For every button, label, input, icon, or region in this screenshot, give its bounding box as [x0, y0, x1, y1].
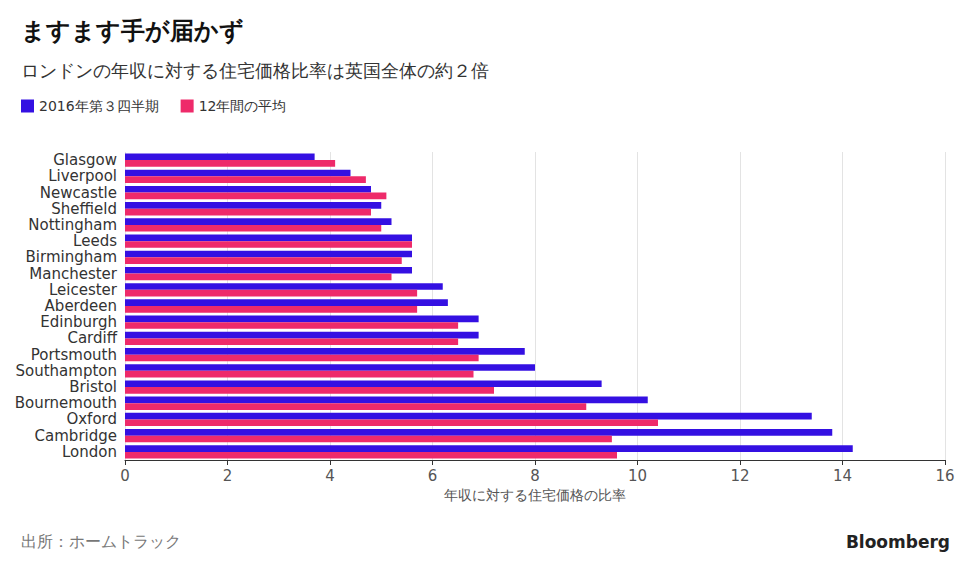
svg-text:8: 8 — [530, 467, 540, 485]
svg-text:Aberdeen: Aberdeen — [44, 297, 117, 315]
svg-text:Bloomberg: Bloomberg — [846, 532, 950, 552]
svg-text:Edinburgh: Edinburgh — [40, 313, 117, 332]
svg-text:Newcastle: Newcastle — [39, 183, 117, 202]
svg-text:Leicester: Leicester — [48, 280, 117, 299]
svg-text:ロンドンの年収に対する住宅価格比率は英国全体の約２倍: ロンドンの年収に対する住宅価格比率は英国全体の約２倍 — [21, 60, 489, 81]
svg-text:6: 6 — [428, 467, 438, 485]
svg-text:Cambridge: Cambridge — [34, 426, 117, 445]
svg-text:Southampton: Southampton — [15, 361, 117, 380]
svg-text:0: 0 — [120, 467, 130, 485]
svg-text:16: 16 — [935, 467, 954, 485]
svg-text:出所：ホームトラック: 出所：ホームトラック — [21, 532, 181, 551]
svg-text:Manchester: Manchester — [29, 264, 117, 283]
svg-text:London: London — [62, 443, 117, 461]
svg-text:2: 2 — [223, 467, 233, 485]
svg-text:2016年第３四半期: 2016年第３四半期 — [39, 98, 159, 114]
svg-text:Oxford: Oxford — [66, 410, 117, 429]
svg-text:Cardiff: Cardiff — [67, 329, 117, 348]
svg-text:年収に対する住宅価格の比率: 年収に対する住宅価格の比率 — [444, 487, 626, 503]
svg-text:Leeds: Leeds — [73, 232, 117, 251]
svg-text:10: 10 — [628, 467, 647, 485]
svg-text:Nottingham: Nottingham — [28, 215, 117, 234]
svg-text:Liverpool: Liverpool — [48, 167, 117, 186]
svg-text:Birmingham: Birmingham — [25, 248, 117, 267]
svg-text:14: 14 — [833, 467, 852, 485]
svg-text:Glasgow: Glasgow — [53, 151, 117, 170]
svg-text:ますます手が届かず: ますます手が届かず — [21, 17, 244, 45]
svg-text:12: 12 — [730, 467, 749, 485]
svg-text:Sheffield: Sheffield — [51, 199, 117, 218]
svg-text:Bournemouth: Bournemouth — [14, 394, 117, 413]
svg-text:12年間の平均: 12年間の平均 — [199, 98, 287, 114]
svg-text:Portsmouth: Portsmouth — [30, 345, 117, 364]
svg-text:4: 4 — [325, 467, 335, 485]
svg-text:Bristol: Bristol — [69, 378, 117, 397]
